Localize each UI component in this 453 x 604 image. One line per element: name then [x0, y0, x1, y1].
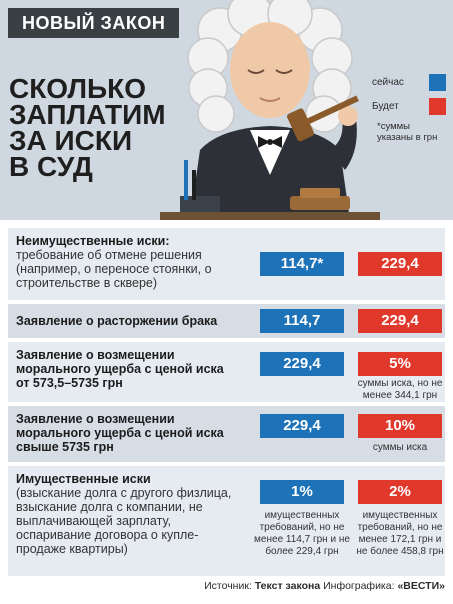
value-future: 229,4 — [358, 309, 442, 333]
row-description: (взыскание долга с другого физлица, взыс… — [16, 486, 232, 556]
row-label: Заявление о возмещении морального ущерба… — [16, 412, 226, 454]
legend-now-swatch — [429, 74, 446, 91]
table-row: Заявление о возмещении морального ущерба… — [8, 406, 445, 462]
value-now: 114,7 — [260, 309, 344, 333]
legend-now: сейчас — [372, 73, 448, 93]
title-line-3: ЗА ИСКИ — [9, 125, 133, 156]
value-now: 114,7* — [260, 252, 344, 276]
credit-name: «ВЕСТИ» — [397, 580, 445, 592]
row-title: Заявление о возмещении морального ущерба… — [16, 348, 224, 390]
hero-banner: НОВЫЙ ЗАКОН СКОЛЬКО ЗАПЛАТИМ ЗА ИСКИ В С… — [0, 0, 453, 220]
now-note: имущественных требований, но не менее 11… — [254, 510, 350, 557]
future-note: суммы иска — [372, 442, 428, 453]
page-title: СКОЛЬКО ЗАПЛАТИМ ЗА ИСКИ В СУД — [9, 73, 169, 182]
row-title: Заявление о расторжении брака — [16, 314, 218, 328]
legend-future: Будет — [372, 97, 448, 117]
section-tag: НОВЫЙ ЗАКОН — [8, 8, 180, 38]
row-label: Неимущественные иски: требование об отме… — [16, 234, 248, 290]
judge-illustration — [160, 0, 380, 220]
title-line-2: ЗАПЛАТИМ — [9, 99, 166, 130]
value-now: 229,4 — [260, 414, 344, 438]
row-label: Заявление о расторжении брака — [16, 314, 248, 328]
table-row: Имущественные иски (взыскание долга с др… — [8, 466, 445, 576]
source-prefix: Источник: — [204, 580, 252, 592]
row-label: Имущественные иски (взыскание долга с др… — [16, 472, 244, 556]
row-title: Заявление о возмещении морального ущерба… — [16, 412, 224, 454]
value-future: 229,4 — [358, 252, 442, 276]
legend: сейчас Будет *суммы указаны в грн — [372, 73, 448, 143]
legend-future-swatch — [429, 98, 446, 115]
legend-note: *суммы указаны в грн — [377, 121, 438, 143]
legend-now-label: сейчас — [372, 77, 404, 88]
future-note: имущественных требований, но не менее 17… — [356, 510, 444, 557]
title-line-4: В СУД — [9, 151, 93, 182]
value-now: 229,4 — [260, 352, 344, 376]
value-future: 5% — [358, 352, 442, 376]
row-label: Заявление о возмещении морального ущерба… — [16, 348, 226, 390]
future-note: суммы иска, но не менее 344,1 грн — [357, 378, 443, 401]
title-line-1: СКОЛЬКО — [9, 73, 147, 104]
table-row: Заявление о расторжении брака 114,7 229,… — [8, 304, 445, 338]
source-name: Текст закона — [254, 580, 321, 592]
table-row: Неимущественные иски: требование об отме… — [8, 228, 445, 300]
value-future: 10% — [358, 414, 442, 438]
footer-credits: Источник: Текст закона Инфографика: «ВЕС… — [0, 580, 445, 592]
value-now: 1% — [260, 480, 344, 504]
legend-future-label: Будет — [372, 101, 399, 112]
table-row: Заявление о возмещении морального ущерба… — [8, 342, 445, 402]
row-title: Имущественные иски — [16, 472, 151, 486]
row-description: требование об отмене решения (например, … — [16, 248, 212, 290]
row-title: Неимущественные иски: — [16, 234, 170, 248]
credit-prefix: Инфографика: — [323, 580, 395, 592]
value-future: 2% — [358, 480, 442, 504]
